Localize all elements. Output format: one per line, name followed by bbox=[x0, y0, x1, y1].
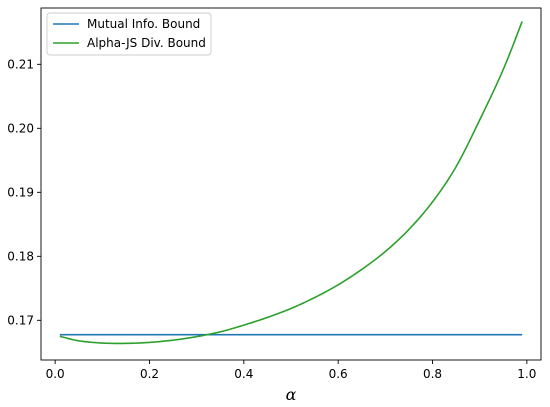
legend-label-1: Alpha-JS Div. Bound bbox=[87, 36, 206, 50]
legend-label-0: Mutual Info. Bound bbox=[87, 17, 200, 31]
x-tick-label: 0.4 bbox=[234, 367, 253, 381]
y-tick-label: 0.20 bbox=[7, 121, 34, 135]
x-tick-label: 1.0 bbox=[517, 367, 536, 381]
x-tick-label: 0.0 bbox=[46, 367, 65, 381]
y-tick-label: 0.19 bbox=[7, 185, 34, 199]
y-tick-label: 0.21 bbox=[7, 57, 34, 71]
plot-area bbox=[59, 21, 523, 345]
axes: 0.0 0.2 0.4 0.6 0.8 1.0 0.17 0.18 0.19 0.20 0.21 α bbox=[7, 7, 542, 404]
legend-box bbox=[46, 12, 212, 56]
legend: Mutual Info. Bound Alpha-JS Div. Bound bbox=[46, 12, 212, 56]
y-tick-label: 0.17 bbox=[7, 313, 34, 327]
x-tick-label: 0.8 bbox=[423, 367, 442, 381]
x-axis-label: α bbox=[286, 385, 297, 404]
series-line-1 bbox=[59, 21, 523, 345]
y-tick-label: 0.18 bbox=[7, 249, 34, 263]
x-tick-label: 0.6 bbox=[329, 367, 348, 381]
axes-frame bbox=[40, 7, 542, 361]
x-tick-label: 0.2 bbox=[140, 367, 159, 381]
